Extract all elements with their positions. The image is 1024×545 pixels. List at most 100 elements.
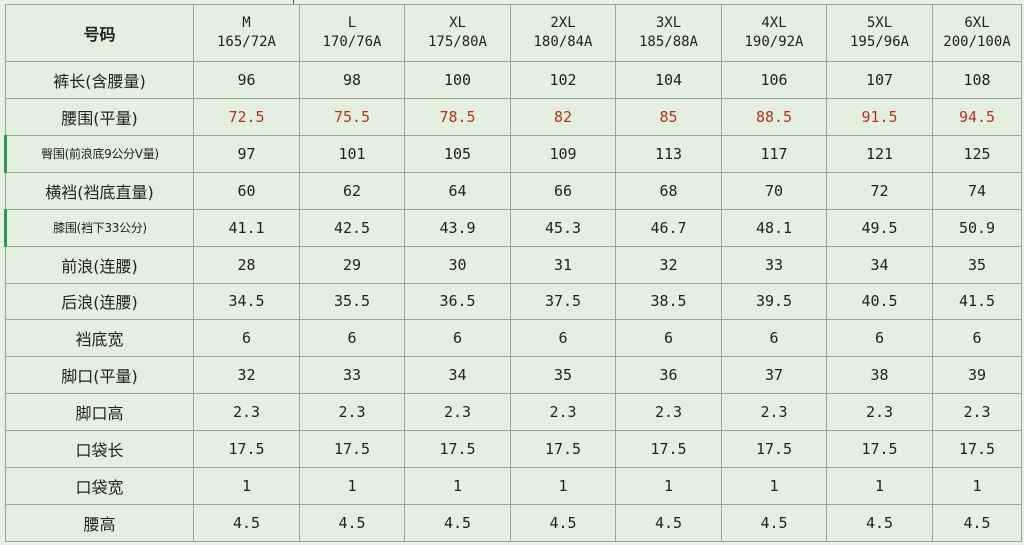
table-cell: 33 <box>299 356 405 395</box>
table-cell: 1 <box>615 467 722 506</box>
table-cell: 6 <box>404 319 511 358</box>
table-cell: 6 <box>193 319 300 358</box>
row-label: 脚口(平量) <box>5 356 194 395</box>
table-cell: 94.5 <box>932 97 1022 136</box>
table-cell: 17.5 <box>932 430 1022 469</box>
table-cell: 1 <box>193 467 300 506</box>
table-cell: 97 <box>193 134 300 173</box>
table-cell: 108 <box>932 61 1022 99</box>
table-cell: 102 <box>510 61 616 99</box>
table-cell: 32 <box>193 356 300 395</box>
table-cell: 34 <box>826 245 933 284</box>
table-cell: 4.5 <box>721 504 827 542</box>
table-cell: 35.5 <box>299 282 405 321</box>
table-cell: 36 <box>615 356 722 395</box>
table-cell: 1 <box>299 467 405 506</box>
table-cell: 40.5 <box>826 282 933 321</box>
table-cell: 104 <box>615 61 722 99</box>
table-cell: 31 <box>510 245 616 284</box>
table-row: 前浪(连腰) 28 29 30 31 32 33 34 35 <box>5 245 1022 284</box>
table-cell: 4.5 <box>193 504 300 542</box>
table-cell: 4.5 <box>615 504 722 542</box>
size-spec: 165/72A <box>216 34 276 50</box>
size-code: 3XL <box>655 15 682 31</box>
size-header: 5XL 195/96A <box>826 4 933 62</box>
row-label: 脚口高 <box>5 393 194 432</box>
table-cell: 17.5 <box>193 430 300 469</box>
table-cell: 50.9 <box>932 208 1022 247</box>
size-spec: 195/96A <box>849 34 909 50</box>
size-header: 6XL 200/100A <box>932 4 1022 62</box>
table-cell: 1 <box>721 467 827 506</box>
table-cell: 41.5 <box>932 282 1022 321</box>
table-cell: 6 <box>615 319 722 358</box>
size-spec: 190/92A <box>744 34 804 50</box>
size-code: 5XL <box>866 15 893 31</box>
table-cell: 66 <box>510 171 616 210</box>
table-cell: 109 <box>510 134 616 173</box>
table-cell: 34.5 <box>193 282 300 321</box>
size-code: M <box>242 15 251 31</box>
table-cell: 101 <box>299 134 405 173</box>
table-cell: 113 <box>615 134 722 173</box>
row-label: 横裆(裆底直量) <box>5 171 194 210</box>
size-spec: 170/76A <box>322 34 382 50</box>
table-cell: 107 <box>826 61 933 99</box>
size-code: 6XL <box>964 15 990 31</box>
table-cell: 34 <box>404 356 511 395</box>
table-cell: 100 <box>404 61 511 99</box>
size-spec: 185/88A <box>638 34 698 50</box>
table-cell: 17.5 <box>721 430 827 469</box>
table-cell: 33 <box>721 245 827 284</box>
size-code: 2XL <box>550 15 576 31</box>
table-cell: 85 <box>615 97 722 136</box>
table-cell: 2.3 <box>721 393 827 432</box>
table-cell: 117 <box>721 134 827 173</box>
table-cell: 62 <box>299 171 405 210</box>
table-cell: 38.5 <box>615 282 722 321</box>
top-divider <box>293 0 294 4</box>
table-cell: 2.3 <box>615 393 722 432</box>
table-row: 脚口高 2.3 2.3 2.3 2.3 2.3 2.3 2.3 2.3 <box>5 393 1022 432</box>
table-cell: 45.3 <box>510 208 616 247</box>
table-cell: 88.5 <box>721 97 827 136</box>
size-spec: 200/100A <box>943 34 1011 50</box>
table-cell: 38 <box>826 356 933 395</box>
table-cell: 6 <box>299 319 405 358</box>
table-cell: 4.5 <box>826 504 933 542</box>
table-cell: 46.7 <box>615 208 722 247</box>
table-cell: 17.5 <box>404 430 511 469</box>
table-cell: 74 <box>932 171 1022 210</box>
table-cell: 72 <box>826 171 933 210</box>
table-row: 口袋长 17.5 17.5 17.5 17.5 17.5 17.5 17.5 17.5 <box>5 430 1022 469</box>
table-cell: 39 <box>932 356 1022 395</box>
table-cell: 42.5 <box>299 208 405 247</box>
table-cell: 4.5 <box>299 504 405 542</box>
table-cell: 1 <box>932 467 1022 506</box>
table-cell: 43.9 <box>404 208 511 247</box>
table-cell: 49.5 <box>826 208 933 247</box>
table-cell: 106 <box>721 61 827 99</box>
table-cell: 2.3 <box>193 393 300 432</box>
table-cell: 6 <box>826 319 933 358</box>
row-label: 裤长(含腰量) <box>5 61 194 99</box>
table-cell: 82 <box>510 97 616 136</box>
table-cell: 2.3 <box>826 393 933 432</box>
table-cell: 91.5 <box>826 97 933 136</box>
table-cell: 30 <box>404 245 511 284</box>
size-header: XL 175/80A <box>404 4 511 62</box>
table-cell: 96 <box>193 61 300 99</box>
table-cell: 64 <box>404 171 511 210</box>
size-header: 3XL 185/88A <box>615 4 722 62</box>
table-cell: 39.5 <box>721 282 827 321</box>
size-chart-table: 号码 M 165/72A L 170/76A XL 175/80A 2XL 180/84A 3X… <box>4 4 1022 542</box>
table-cell: 125 <box>932 134 1022 173</box>
table-cell: 41.1 <box>193 208 300 247</box>
table-row: 后浪(连腰) 34.5 35.5 36.5 37.5 38.5 39.5 40.5 41.5 <box>5 282 1022 321</box>
table-cell: 75.5 <box>299 97 405 136</box>
size-header: M 165/72A <box>193 4 300 62</box>
table-cell: 32 <box>615 245 722 284</box>
table-cell: 28 <box>193 245 300 284</box>
size-header: L 170/76A <box>299 4 405 62</box>
table-cell: 35 <box>932 245 1022 284</box>
